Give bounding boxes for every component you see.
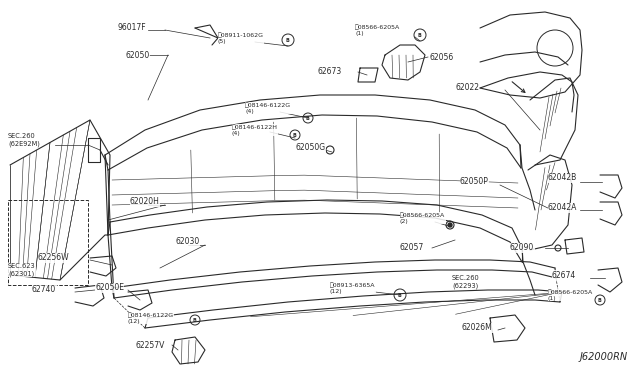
Text: 08566-6205A
(2): 08566-6205A (2) xyxy=(400,212,445,224)
Text: 08146-6122G
(12): 08146-6122G (12) xyxy=(128,312,174,324)
Text: B: B xyxy=(597,298,601,303)
Text: SEC.623
(62301): SEC.623 (62301) xyxy=(8,263,36,277)
Text: 62256W: 62256W xyxy=(38,253,70,263)
Text: SEC.260
(62293): SEC.260 (62293) xyxy=(452,275,480,289)
Text: 62020H: 62020H xyxy=(130,198,160,206)
Text: 08146-6122G
(4): 08146-6122G (4) xyxy=(245,102,291,114)
Text: 62057: 62057 xyxy=(400,244,424,253)
Circle shape xyxy=(448,223,452,227)
Text: 62740: 62740 xyxy=(32,285,56,295)
Text: 62026M: 62026M xyxy=(462,324,493,333)
Text: B: B xyxy=(192,318,196,323)
Text: 62673: 62673 xyxy=(318,67,342,77)
Text: 62050P: 62050P xyxy=(460,177,489,186)
Text: B: B xyxy=(417,33,421,38)
Text: B: B xyxy=(305,116,309,121)
Text: 08566-6205A
(1): 08566-6205A (1) xyxy=(548,289,593,301)
Text: SEC.260
(62E92M): SEC.260 (62E92M) xyxy=(8,133,40,147)
Text: B: B xyxy=(285,38,289,43)
Text: B: B xyxy=(292,133,296,138)
Text: 62050: 62050 xyxy=(125,51,149,60)
Text: 62030: 62030 xyxy=(175,237,199,247)
Text: 08146-6122H
(4): 08146-6122H (4) xyxy=(232,124,278,136)
Text: 08566-6205A
(1): 08566-6205A (1) xyxy=(355,24,400,36)
Text: 62042B: 62042B xyxy=(548,173,577,183)
Text: 62042A: 62042A xyxy=(548,203,577,212)
Text: 62056: 62056 xyxy=(430,54,454,62)
Text: J62000RN: J62000RN xyxy=(580,352,628,362)
Text: 96017F: 96017F xyxy=(118,23,147,32)
Text: 62022: 62022 xyxy=(455,83,479,93)
Text: 62050G: 62050G xyxy=(295,144,325,153)
Text: 62257V: 62257V xyxy=(135,340,164,350)
Text: 08913-6365A
(12): 08913-6365A (12) xyxy=(330,282,376,294)
Text: B: B xyxy=(397,293,401,298)
Text: 62050E: 62050E xyxy=(95,283,124,292)
Text: 62090: 62090 xyxy=(510,244,534,253)
Bar xyxy=(8,200,88,285)
Text: 08911-1062G
(5): 08911-1062G (5) xyxy=(218,32,264,44)
Text: 62674: 62674 xyxy=(552,270,576,279)
